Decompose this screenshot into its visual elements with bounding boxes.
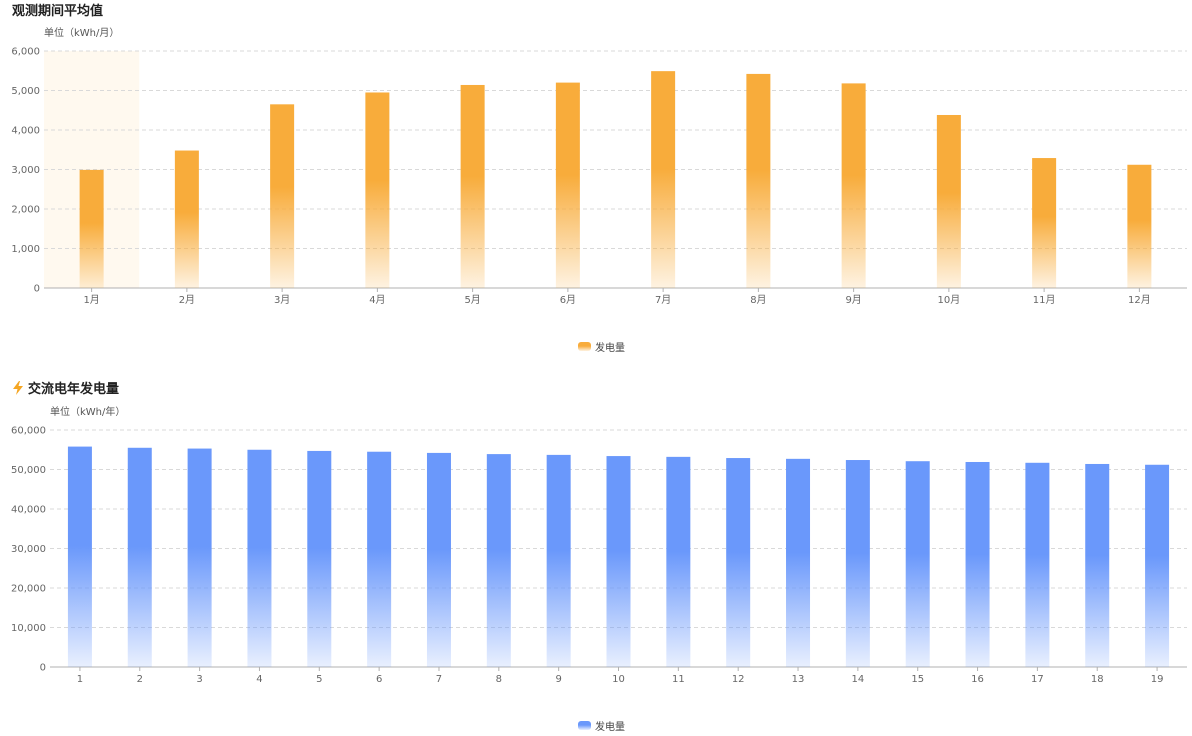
x-tick-label: 5 [316, 674, 322, 685]
y-tick-label: 60,000 [11, 426, 46, 437]
legend-swatch [578, 721, 591, 730]
bar[interactable] [1127, 164, 1152, 288]
bar[interactable] [1025, 462, 1050, 667]
y-tick-label: 3,000 [11, 165, 40, 176]
x-tick-label: 4月 [369, 294, 385, 306]
x-tick-label: 8 [496, 674, 502, 685]
x-tick-label: 13 [792, 674, 805, 685]
x-tick-label: 14 [852, 674, 865, 685]
bar[interactable] [936, 114, 961, 289]
x-tick-label: 7 [436, 674, 442, 685]
bar[interactable] [905, 461, 930, 667]
bar[interactable] [786, 458, 811, 667]
y-unit-label: 单位（kWh/年） [50, 405, 125, 418]
y-tick-label: 20,000 [11, 584, 46, 595]
x-tick-label: 10月 [938, 294, 961, 306]
x-tick-label: 8月 [750, 294, 766, 306]
bar[interactable] [270, 104, 295, 288]
legend-swatch [578, 342, 591, 351]
bar[interactable] [726, 458, 751, 667]
bar[interactable] [555, 82, 580, 288]
bar[interactable] [127, 447, 152, 667]
x-tick-label: 16 [971, 674, 984, 685]
bar[interactable] [1145, 464, 1170, 667]
y-tick-label: 0 [34, 284, 40, 295]
bar[interactable] [486, 454, 511, 667]
bar[interactable] [247, 449, 272, 667]
x-tick-label: 19 [1151, 674, 1164, 685]
bar[interactable] [1085, 463, 1110, 667]
x-tick-label: 3 [196, 674, 202, 685]
y-tick-label: 1,000 [11, 244, 40, 255]
y-tick-label: 6,000 [11, 47, 40, 58]
x-tick-label: 10 [612, 674, 625, 685]
bar[interactable] [187, 448, 212, 667]
x-tick-label: 9月 [845, 294, 861, 306]
x-tick-label: 1月 [83, 294, 99, 306]
bar[interactable] [965, 461, 990, 667]
x-tick-label: 7月 [655, 294, 671, 306]
x-tick-label: 5月 [464, 294, 480, 306]
monthly-section-title: 观测期间平均值 [12, 0, 103, 19]
x-tick-label: 11月 [1033, 294, 1056, 306]
y-tick-label: 2,000 [11, 205, 40, 216]
bar[interactable] [426, 452, 451, 667]
bar[interactable] [174, 150, 199, 288]
x-tick-label: 1 [77, 674, 83, 685]
y-tick-label: 50,000 [11, 465, 46, 476]
legend-item[interactable]: 发电量 [578, 720, 625, 733]
annual-section-title: 交流电年发电量 [12, 378, 119, 397]
bar[interactable] [651, 71, 676, 288]
y-tick-label: 0 [40, 663, 46, 674]
annual-title-text: 交流电年发电量 [28, 382, 120, 397]
x-tick-label: 4 [256, 674, 262, 685]
x-tick-label: 17 [1031, 674, 1044, 685]
x-tick-label: 2月 [179, 294, 195, 306]
y-tick-label: 4,000 [11, 126, 40, 137]
bar[interactable] [79, 169, 104, 288]
monthly-chart: 单位（kWh/月） 0 1,000 2,000 3,000 4,000 5,000 6,000… [11, 26, 1187, 354]
legend-label: 发电量 [595, 341, 625, 354]
x-tick-label: 2 [137, 674, 143, 685]
x-tick-label: 12月 [1128, 294, 1151, 306]
bar[interactable] [841, 83, 866, 288]
legend-label: 发电量 [595, 720, 625, 733]
x-tick-label: 3月 [274, 294, 290, 306]
bar[interactable] [666, 456, 691, 667]
y-unit-label: 单位（kWh/月） [44, 26, 119, 39]
y-tick-label: 40,000 [11, 505, 46, 516]
x-tick-label: 18 [1091, 674, 1104, 685]
y-tick-label: 5,000 [11, 86, 40, 97]
y-tick-label: 30,000 [11, 544, 46, 555]
x-tick-label: 6 [376, 674, 382, 685]
bar[interactable] [365, 92, 390, 288]
x-tick-label: 15 [911, 674, 924, 685]
annual-chart: 单位（kWh/年） 0 10,000 20,000 30,000 40,000 50,000… [11, 405, 1187, 733]
x-tick-label: 11 [672, 674, 685, 685]
legend-item[interactable]: 发电量 [578, 341, 625, 354]
x-tick-label: 12 [732, 674, 745, 685]
bar[interactable] [367, 451, 392, 667]
bar[interactable] [746, 73, 771, 288]
x-tick-label: 9 [555, 674, 561, 685]
lightning-bolt-icon [13, 380, 23, 395]
monthly-title-text: 观测期间平均值 [12, 4, 104, 19]
bar[interactable] [67, 446, 92, 667]
bar[interactable] [606, 456, 631, 667]
bar[interactable] [1032, 158, 1057, 288]
bar[interactable] [460, 84, 485, 288]
bar[interactable] [546, 454, 571, 667]
bar[interactable] [845, 460, 870, 667]
x-tick-label: 6月 [560, 294, 576, 306]
bar[interactable] [307, 450, 332, 667]
y-tick-label: 10,000 [11, 623, 46, 634]
